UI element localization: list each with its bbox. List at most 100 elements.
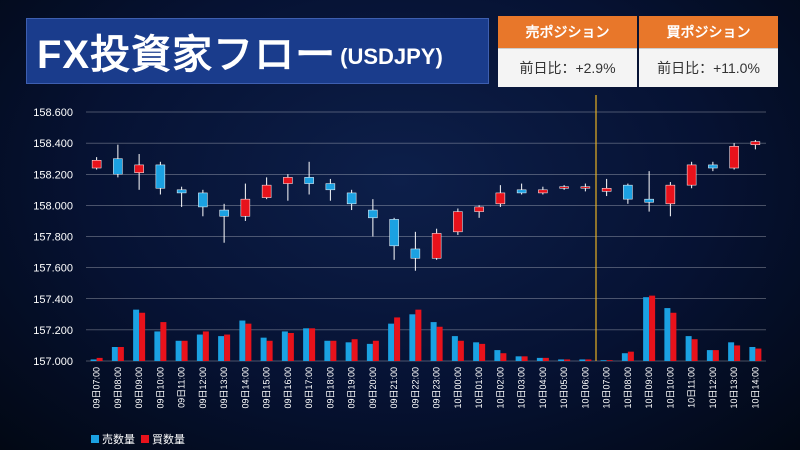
candle-body: [623, 184, 633, 200]
sell-volume-bar: [366, 343, 373, 361]
buy-volume-bar: [287, 332, 294, 361]
y-tick-label: 157.800: [33, 232, 73, 244]
sell-volume-bar: [473, 342, 480, 361]
candle-body: [113, 158, 123, 175]
sell-volume-bar: [303, 328, 310, 361]
chart-title: FX投資家フロー: [37, 33, 337, 77]
candle-body: [240, 198, 251, 217]
x-tick-label: 10日08:00: [623, 367, 633, 409]
buy-volume-bar: [181, 340, 188, 361]
x-tick-label: 09日12:00: [198, 367, 208, 409]
x-tick-label: 10日05:00: [559, 367, 569, 409]
buy-volume-bar: [266, 340, 273, 361]
x-tick-label: 10日12:00: [708, 367, 718, 409]
sell-volume-bar: [430, 322, 437, 361]
buy-volume-bar: [755, 348, 762, 361]
candle-body: [665, 184, 676, 205]
buy-volume-bar: [372, 340, 379, 361]
sell-volume-bar: [643, 297, 650, 361]
sell-volume-bar: [324, 340, 331, 361]
buy-position-header: 買ポジション: [639, 16, 778, 48]
x-tick-label: 09日19:00: [347, 367, 357, 409]
x-tick-label: 10日11:00: [687, 367, 697, 408]
sell-volume-bar: [558, 359, 565, 361]
candle-body: [410, 248, 421, 259]
x-tick-label: 09日09:00: [134, 367, 144, 409]
buy-volume-bar: [139, 312, 146, 361]
candle-body: [538, 189, 548, 194]
sell-volume-bar: [175, 340, 182, 361]
buy-volume-bar: [202, 331, 209, 361]
y-tick-label: 157.000: [33, 356, 73, 368]
candle-body: [474, 206, 484, 212]
buy-volume-bar: [245, 323, 252, 361]
chart-subtitle: (USDJPY): [340, 44, 443, 69]
sell-position-header: 売ポジション: [498, 16, 637, 48]
candle-body: [729, 145, 739, 169]
x-tick-label: 09日14:00: [240, 367, 250, 409]
buy-volume-bar: [542, 357, 549, 361]
buy-volume-bar: [224, 334, 231, 361]
buy-volume-bar: [160, 322, 167, 361]
sell-volume-bar: [664, 308, 671, 361]
candle-body: [134, 164, 144, 173]
sell-volume-bar: [133, 309, 140, 361]
buy-volume-bar: [606, 360, 613, 361]
x-tick-label: 09日16:00: [283, 367, 293, 409]
candle-body: [708, 164, 718, 169]
sell-volume-bar: [218, 336, 225, 361]
sell-volume-bar: [196, 334, 203, 361]
x-tick-label: 10日09:00: [644, 367, 654, 409]
buy-volume-bar: [479, 343, 486, 361]
buy-position-change: 前日比：+11.0%: [639, 48, 778, 87]
buy-volume-bar: [691, 339, 698, 361]
sell-volume-bar: [239, 320, 246, 361]
x-tick-label: 09日07:00: [92, 367, 102, 409]
sell-volume-bar: [749, 346, 756, 361]
candle-body: [516, 189, 527, 194]
candle-body: [219, 209, 229, 217]
candle-body: [559, 186, 569, 189]
candle-body: [495, 192, 506, 205]
x-tick-label: 10日10:00: [665, 367, 675, 409]
x-tick-label: 09日17:00: [304, 367, 314, 409]
sell-volume-bar: [388, 323, 395, 361]
buy-volume-bar: [500, 353, 507, 361]
candle-body: [283, 177, 293, 184]
chart-title-box: FX投資家フロー (USDJPY): [26, 18, 489, 84]
x-tick-label: 09日20:00: [368, 367, 378, 409]
buy-volume-bar: [712, 350, 719, 361]
candle-body: [261, 184, 272, 198]
legend-sell-label: 売数量: [102, 434, 135, 446]
legend-sell-swatch: [91, 435, 99, 443]
buy-position-cell: 買ポジション 前日比：+11.0%: [639, 16, 778, 87]
sell-volume-bar: [706, 350, 713, 361]
candle-body: [304, 177, 314, 184]
candle-body: [198, 192, 208, 208]
sell-volume-bar: [600, 360, 607, 361]
y-tick-label: 158.400: [33, 138, 73, 150]
x-tick-label: 09日13:00: [219, 367, 229, 409]
candle-body: [325, 183, 336, 191]
candle-body: [750, 141, 761, 145]
x-tick-label: 09日21:00: [389, 367, 399, 409]
buy-volume-bar: [415, 309, 422, 361]
sell-volume-bar: [111, 346, 118, 361]
sell-volume-bar: [154, 331, 161, 361]
candle-body: [176, 189, 187, 194]
buy-volume-bar: [627, 351, 634, 361]
buy-volume-bar: [734, 345, 741, 361]
candle-body: [601, 188, 612, 192]
x-tick-label: 09日08:00: [113, 367, 123, 409]
candle-body: [346, 192, 357, 205]
sell-volume-bar: [515, 356, 522, 361]
legend-buy-swatch: [141, 435, 149, 443]
candle-body: [686, 164, 697, 186]
sell-volume-bar: [451, 336, 458, 361]
sell-volume-bar: [728, 342, 735, 361]
y-tick-label: 158.600: [33, 107, 73, 119]
buy-volume-bar: [521, 356, 528, 361]
sell-volume-bar: [90, 359, 97, 361]
buy-volume-bar: [564, 359, 571, 361]
